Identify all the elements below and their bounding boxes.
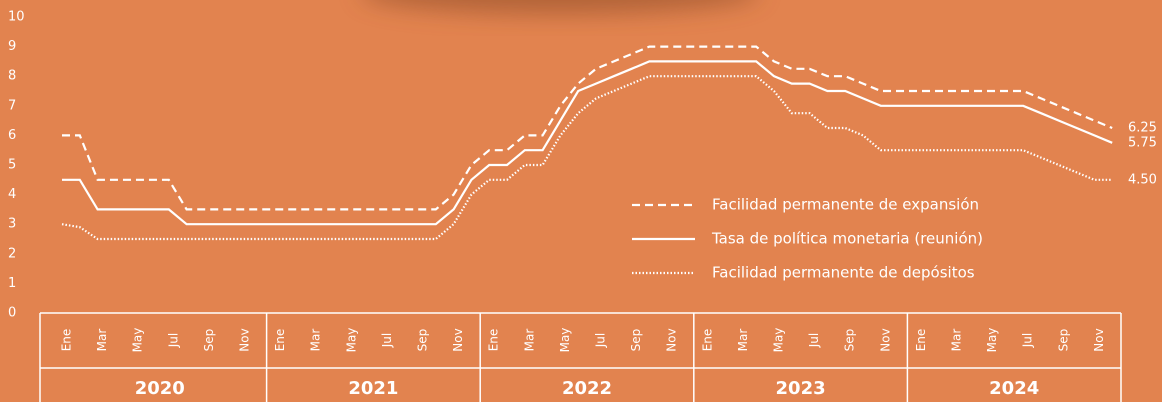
x-tick-label: May: [344, 328, 358, 353]
year-label: 2022: [562, 378, 612, 399]
x-tick-label: May: [558, 328, 572, 353]
x-tick-label: Nov: [451, 328, 465, 351]
line-series: [62, 60, 1113, 226]
x-tick-label: Nov: [238, 328, 252, 351]
x-tick-label: Mar: [522, 329, 536, 352]
y-tick-label: 5: [8, 158, 16, 173]
line-series: [62, 45, 1113, 211]
x-tick-label: Jul: [1021, 333, 1035, 348]
x-tick-label: Ene: [60, 329, 74, 352]
top-shadow: [373, 0, 747, 14]
x-tick-label: Jul: [594, 333, 608, 348]
y-tick-label: 9: [8, 39, 16, 54]
x-tick-label: Jul: [807, 333, 821, 348]
legend-label: Tasa de política monetaria (reunión): [711, 230, 983, 248]
y-tick-label: 10: [8, 10, 25, 25]
y-tick-label: 7: [8, 98, 16, 113]
value-label: 6.25: [1128, 121, 1157, 136]
x-tick-label: May: [985, 328, 999, 353]
x-tick-label: Sep: [843, 329, 857, 352]
year-label: 2021: [348, 378, 398, 399]
x-tick-label: Ene: [487, 329, 501, 352]
x-tick-label: Nov: [878, 328, 892, 351]
x-tick-label: Jul: [380, 333, 394, 348]
y-tick-label: 8: [8, 69, 16, 84]
y-tick-label: 4: [8, 187, 16, 202]
x-tick-label: Ene: [914, 329, 928, 352]
x-tick-label: May: [772, 328, 786, 353]
y-tick-label: 0: [8, 306, 16, 321]
x-tick-label: Jul: [166, 333, 180, 348]
y-tick-label: 1: [8, 276, 16, 291]
line-series: [61, 75, 1113, 241]
legend-label: Facilidad permanente de depósitos: [712, 264, 975, 282]
x-tick-label: Sep: [1056, 329, 1070, 352]
x-tick-label: Nov: [1092, 328, 1106, 351]
x-tick-label: Mar: [736, 329, 750, 352]
value-label: 4.50: [1128, 172, 1157, 187]
x-tick-label: Mar: [309, 329, 323, 352]
legend-label: Facilidad permanente de expansión: [712, 196, 979, 214]
year-label: 2024: [989, 378, 1039, 399]
x-tick-label: Ene: [700, 329, 714, 352]
x-tick-label: Mar: [950, 329, 964, 352]
x-tick-label: May: [131, 328, 145, 353]
value-label: 5.75: [1128, 135, 1157, 150]
year-label: 2023: [776, 378, 826, 399]
x-tick-label: Sep: [629, 329, 643, 352]
y-tick-label: 3: [8, 217, 16, 232]
x-tick-label: Ene: [273, 329, 287, 352]
x-tick-label: Sep: [202, 329, 216, 352]
y-tick-label: 2: [8, 246, 16, 261]
x-tick-label: Mar: [95, 329, 109, 352]
x-tick-label: Nov: [665, 328, 679, 351]
year-label: 2020: [135, 378, 185, 399]
y-tick-label: 6: [8, 128, 16, 143]
x-tick-label: Sep: [416, 329, 430, 352]
